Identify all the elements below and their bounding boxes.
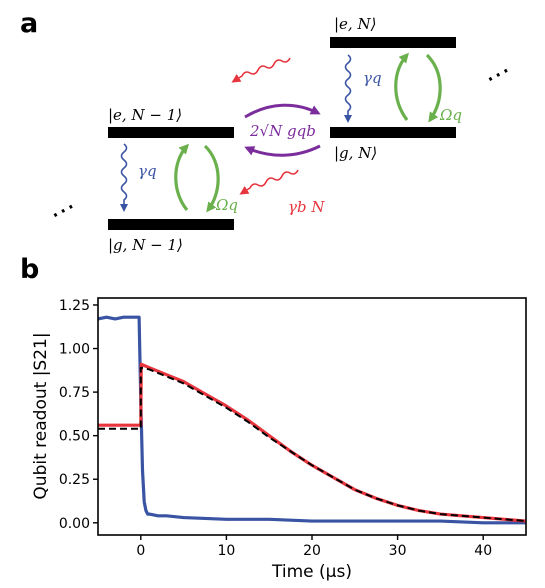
x-tick-label: 30 [389,543,407,559]
omega-q-label-left: Ωq [215,196,238,214]
x-tick-label: 20 [303,543,321,559]
omega-q-label-right: Ωq [439,106,462,124]
y-tick-label: 0.00 [59,516,90,532]
series-line-1 [98,315,526,525]
y-tick-label: 0.75 [59,385,90,401]
ket-e-n-minus-1: |e, N − 1⟩ [108,106,182,124]
ellipsis-top-right: ⋯ [480,56,517,95]
series-line-3 [98,366,526,523]
ellipsis-bottom-left: ⋯ [45,192,82,231]
gamma-q-label-left: γq [138,162,157,180]
decay-arrow-right [344,54,352,123]
x-tick-label: 40 [474,543,492,559]
y-ticks: 0.00 0.25 0.50 0.75 1.00 1.25 [59,298,98,532]
y-tick-label: 1.25 [59,298,90,314]
bath-arrow-bottom [239,169,299,195]
series-line-2 [98,362,526,523]
decay-arrow-left [120,143,128,212]
plot-frame [97,297,527,536]
y-tick-label: 1.00 [59,342,90,358]
drive-arrow-down-left [203,144,220,213]
panel-b-label: b [20,254,39,285]
x-ticks: 0 10 20 30 40 [136,535,492,559]
y-tick-label: 0.25 [59,472,90,488]
panel-a-energy-diagram: a |e, N⟩ |g, N⟩ |e, N − 1⟩ |g, N − 1⟩ γq… [20,8,517,254]
coupling-label: 2√N gqb [249,122,316,140]
drive-arrow-up-right [394,52,409,121]
coupling-arrow-left [244,144,321,157]
drive-arrow-down-right [425,53,442,123]
level-g-n-minus-1 [108,219,234,230]
x-tick-label: 10 [217,543,235,559]
panel-b-chart: b 0 10 20 30 40 0.00 0.25 0.50 0.75 1.00 1.25 Tim… [20,254,527,582]
ket-e-n: |e, N⟩ [334,15,376,33]
level-g-n [330,127,456,138]
x-axis-title: Time (μs) [271,562,352,582]
bath-arrow-top [231,57,291,83]
gamma-q-label-right: γq [363,69,382,87]
gamma-b-n-label: γb N [288,198,325,216]
panel-a-label: a [20,8,38,39]
level-e-n [330,37,456,48]
ket-g-n-minus-1: |g, N − 1⟩ [108,236,183,254]
coupling-arrow-right [244,103,321,119]
x-tick-label: 0 [136,543,145,559]
ket-g-n: |g, N⟩ [334,144,377,162]
y-tick-label: 0.50 [59,429,90,445]
y-axis-title: Qubit readout |S21| [31,332,51,499]
level-e-n-minus-1 [108,127,234,138]
series-layer [98,315,526,525]
drive-arrow-up-left [174,143,190,212]
